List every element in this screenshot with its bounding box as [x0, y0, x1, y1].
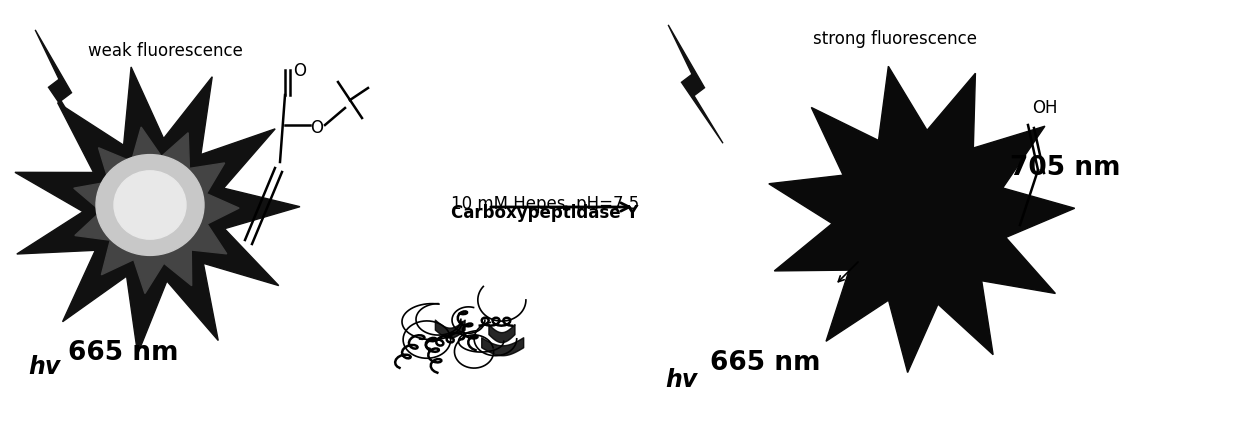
Ellipse shape	[114, 171, 186, 239]
Polygon shape	[769, 66, 1075, 373]
Ellipse shape	[95, 155, 205, 256]
Text: hv: hv	[29, 355, 61, 379]
Text: strong fluorescence: strong fluorescence	[813, 30, 977, 48]
Text: 665 nm: 665 nm	[711, 350, 821, 376]
Text: hv: hv	[665, 368, 697, 392]
Text: O: O	[293, 62, 306, 80]
Text: 665 nm: 665 nm	[68, 340, 179, 366]
Polygon shape	[74, 127, 239, 293]
Text: 10 mM Hepes, pH=7.5: 10 mM Hepes, pH=7.5	[451, 195, 639, 213]
Text: OH: OH	[1032, 99, 1058, 117]
Text: Carboxypeptidase Y: Carboxypeptidase Y	[451, 204, 639, 222]
Polygon shape	[35, 30, 91, 148]
Text: O: O	[310, 119, 322, 137]
Text: 705 nm: 705 nm	[1011, 155, 1121, 181]
Text: weak fluorescence: weak fluorescence	[88, 42, 243, 60]
Polygon shape	[668, 25, 723, 143]
Polygon shape	[15, 67, 300, 354]
